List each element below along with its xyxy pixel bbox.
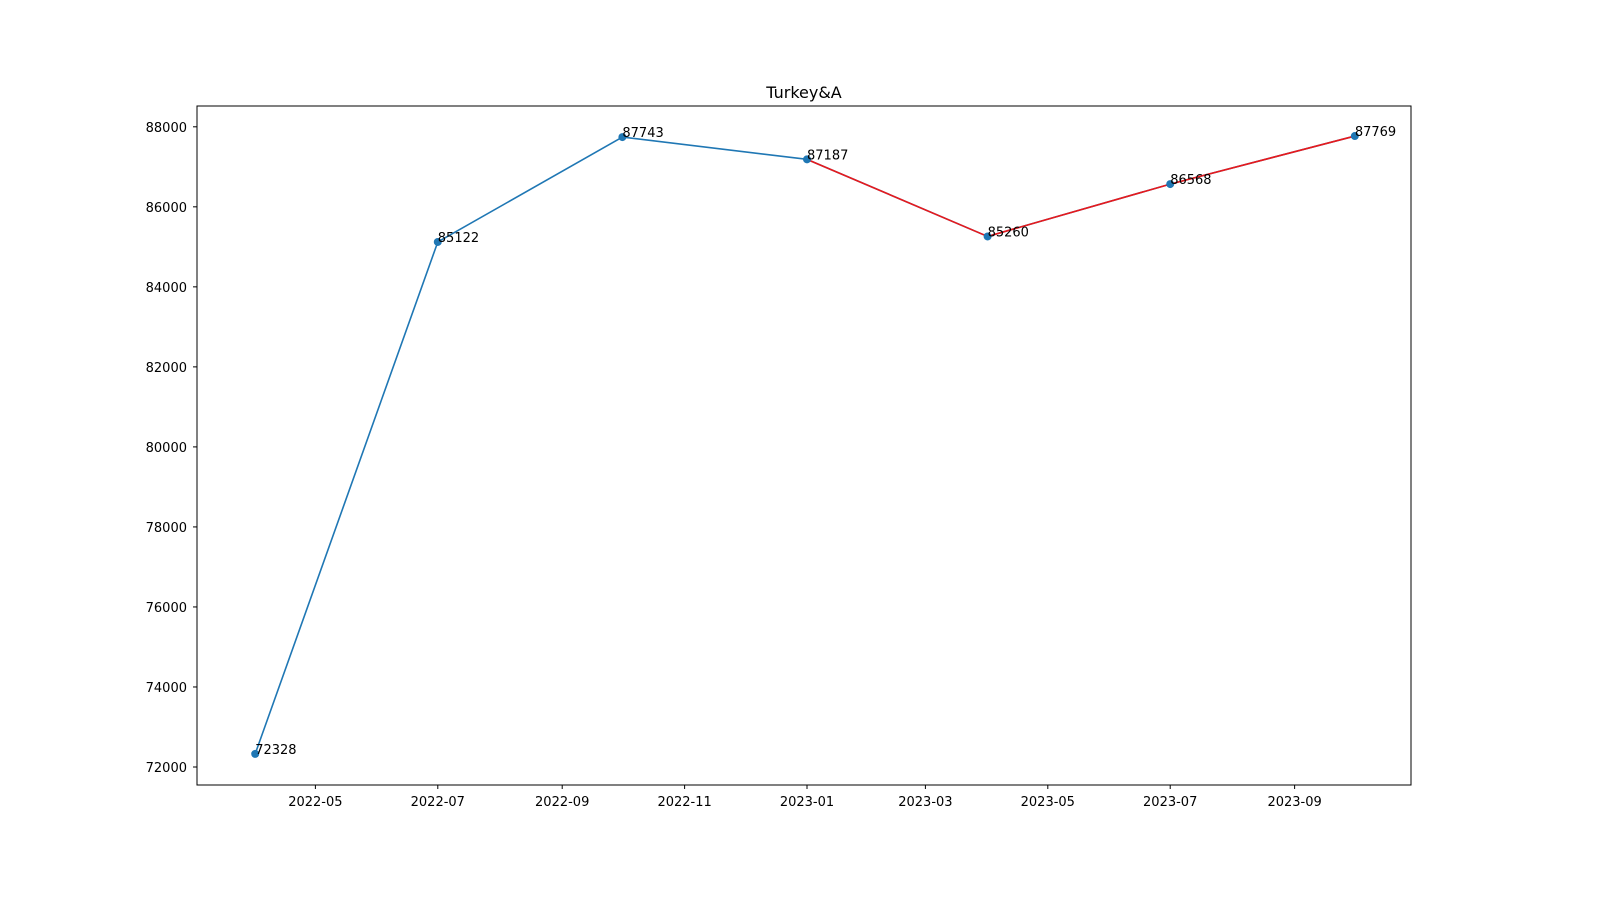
data-label: 87743 xyxy=(622,126,663,141)
x-axis: 2022-05 2022-07 2022-09 2022-11 2023-01 2023-… xyxy=(288,785,1322,810)
x-tick-label: 2022-07 xyxy=(411,795,465,810)
data-label: 85122 xyxy=(438,231,479,246)
y-tick-label: 72000 xyxy=(146,761,187,776)
data-point xyxy=(1350,132,1359,141)
data-point xyxy=(433,237,442,246)
data-label: 86568 xyxy=(1170,173,1211,188)
y-tick-label: 84000 xyxy=(146,281,187,296)
data-point xyxy=(251,749,260,758)
data-point xyxy=(1166,180,1175,189)
data-point xyxy=(803,155,812,164)
x-tick-label: 2022-09 xyxy=(535,795,589,810)
data-label: 72328 xyxy=(255,743,296,758)
x-tick-label: 2023-09 xyxy=(1267,795,1321,810)
x-tick-label: 2023-05 xyxy=(1021,795,1075,810)
y-tick-label: 86000 xyxy=(146,201,187,216)
y-tick-label: 82000 xyxy=(146,361,187,376)
axes-frame xyxy=(196,105,1412,786)
x-tick-label: 2023-07 xyxy=(1143,795,1197,810)
y-tick-label: 80000 xyxy=(146,441,187,456)
x-tick-label: 2022-05 xyxy=(288,795,342,810)
y-tick-label: 74000 xyxy=(146,681,187,696)
y-axis: 72000 74000 76000 78000 80000 82000 84000 86000… xyxy=(146,121,197,776)
highlight-line xyxy=(806,135,1356,238)
data-point xyxy=(983,232,992,241)
x-tick-label: 2023-01 xyxy=(780,795,834,810)
data-label: 87769 xyxy=(1355,125,1396,140)
y-tick-label: 88000 xyxy=(146,121,187,136)
y-tick-label: 76000 xyxy=(146,601,187,616)
series-line xyxy=(254,135,1356,755)
y-tick-label: 78000 xyxy=(146,521,187,536)
x-tick-label: 2022-11 xyxy=(657,795,711,810)
chart-title: Turkey&A xyxy=(765,83,842,102)
x-tick-label: 2023-03 xyxy=(898,795,952,810)
data-point xyxy=(618,133,627,142)
data-label: 85260 xyxy=(988,225,1029,240)
plot-area: 72328 85122 87743 87187 85260 86568 87769 xyxy=(251,125,1396,758)
data-label: 87187 xyxy=(807,148,848,163)
